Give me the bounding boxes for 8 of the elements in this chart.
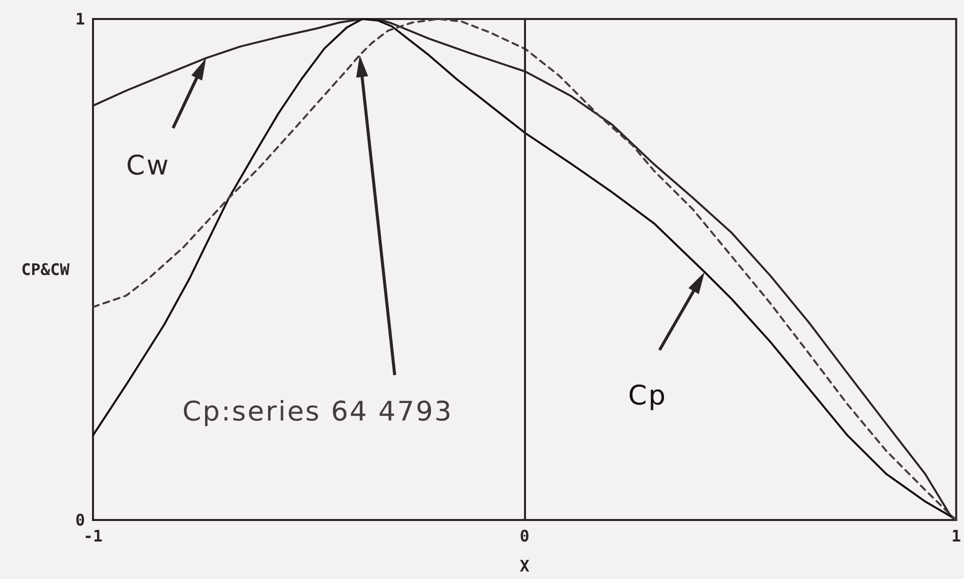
text: Cw [126, 150, 170, 182]
x-tick-label: 0 [520, 526, 530, 546]
x-tick-label: -1 [83, 526, 103, 546]
text: Cp [628, 380, 668, 412]
y-axis-title: CP&CW [21, 260, 70, 279]
x-tick-label: 1 [951, 526, 962, 546]
text: Cp:series 64 4793 [182, 396, 454, 428]
x-axis-title: X [520, 556, 530, 576]
